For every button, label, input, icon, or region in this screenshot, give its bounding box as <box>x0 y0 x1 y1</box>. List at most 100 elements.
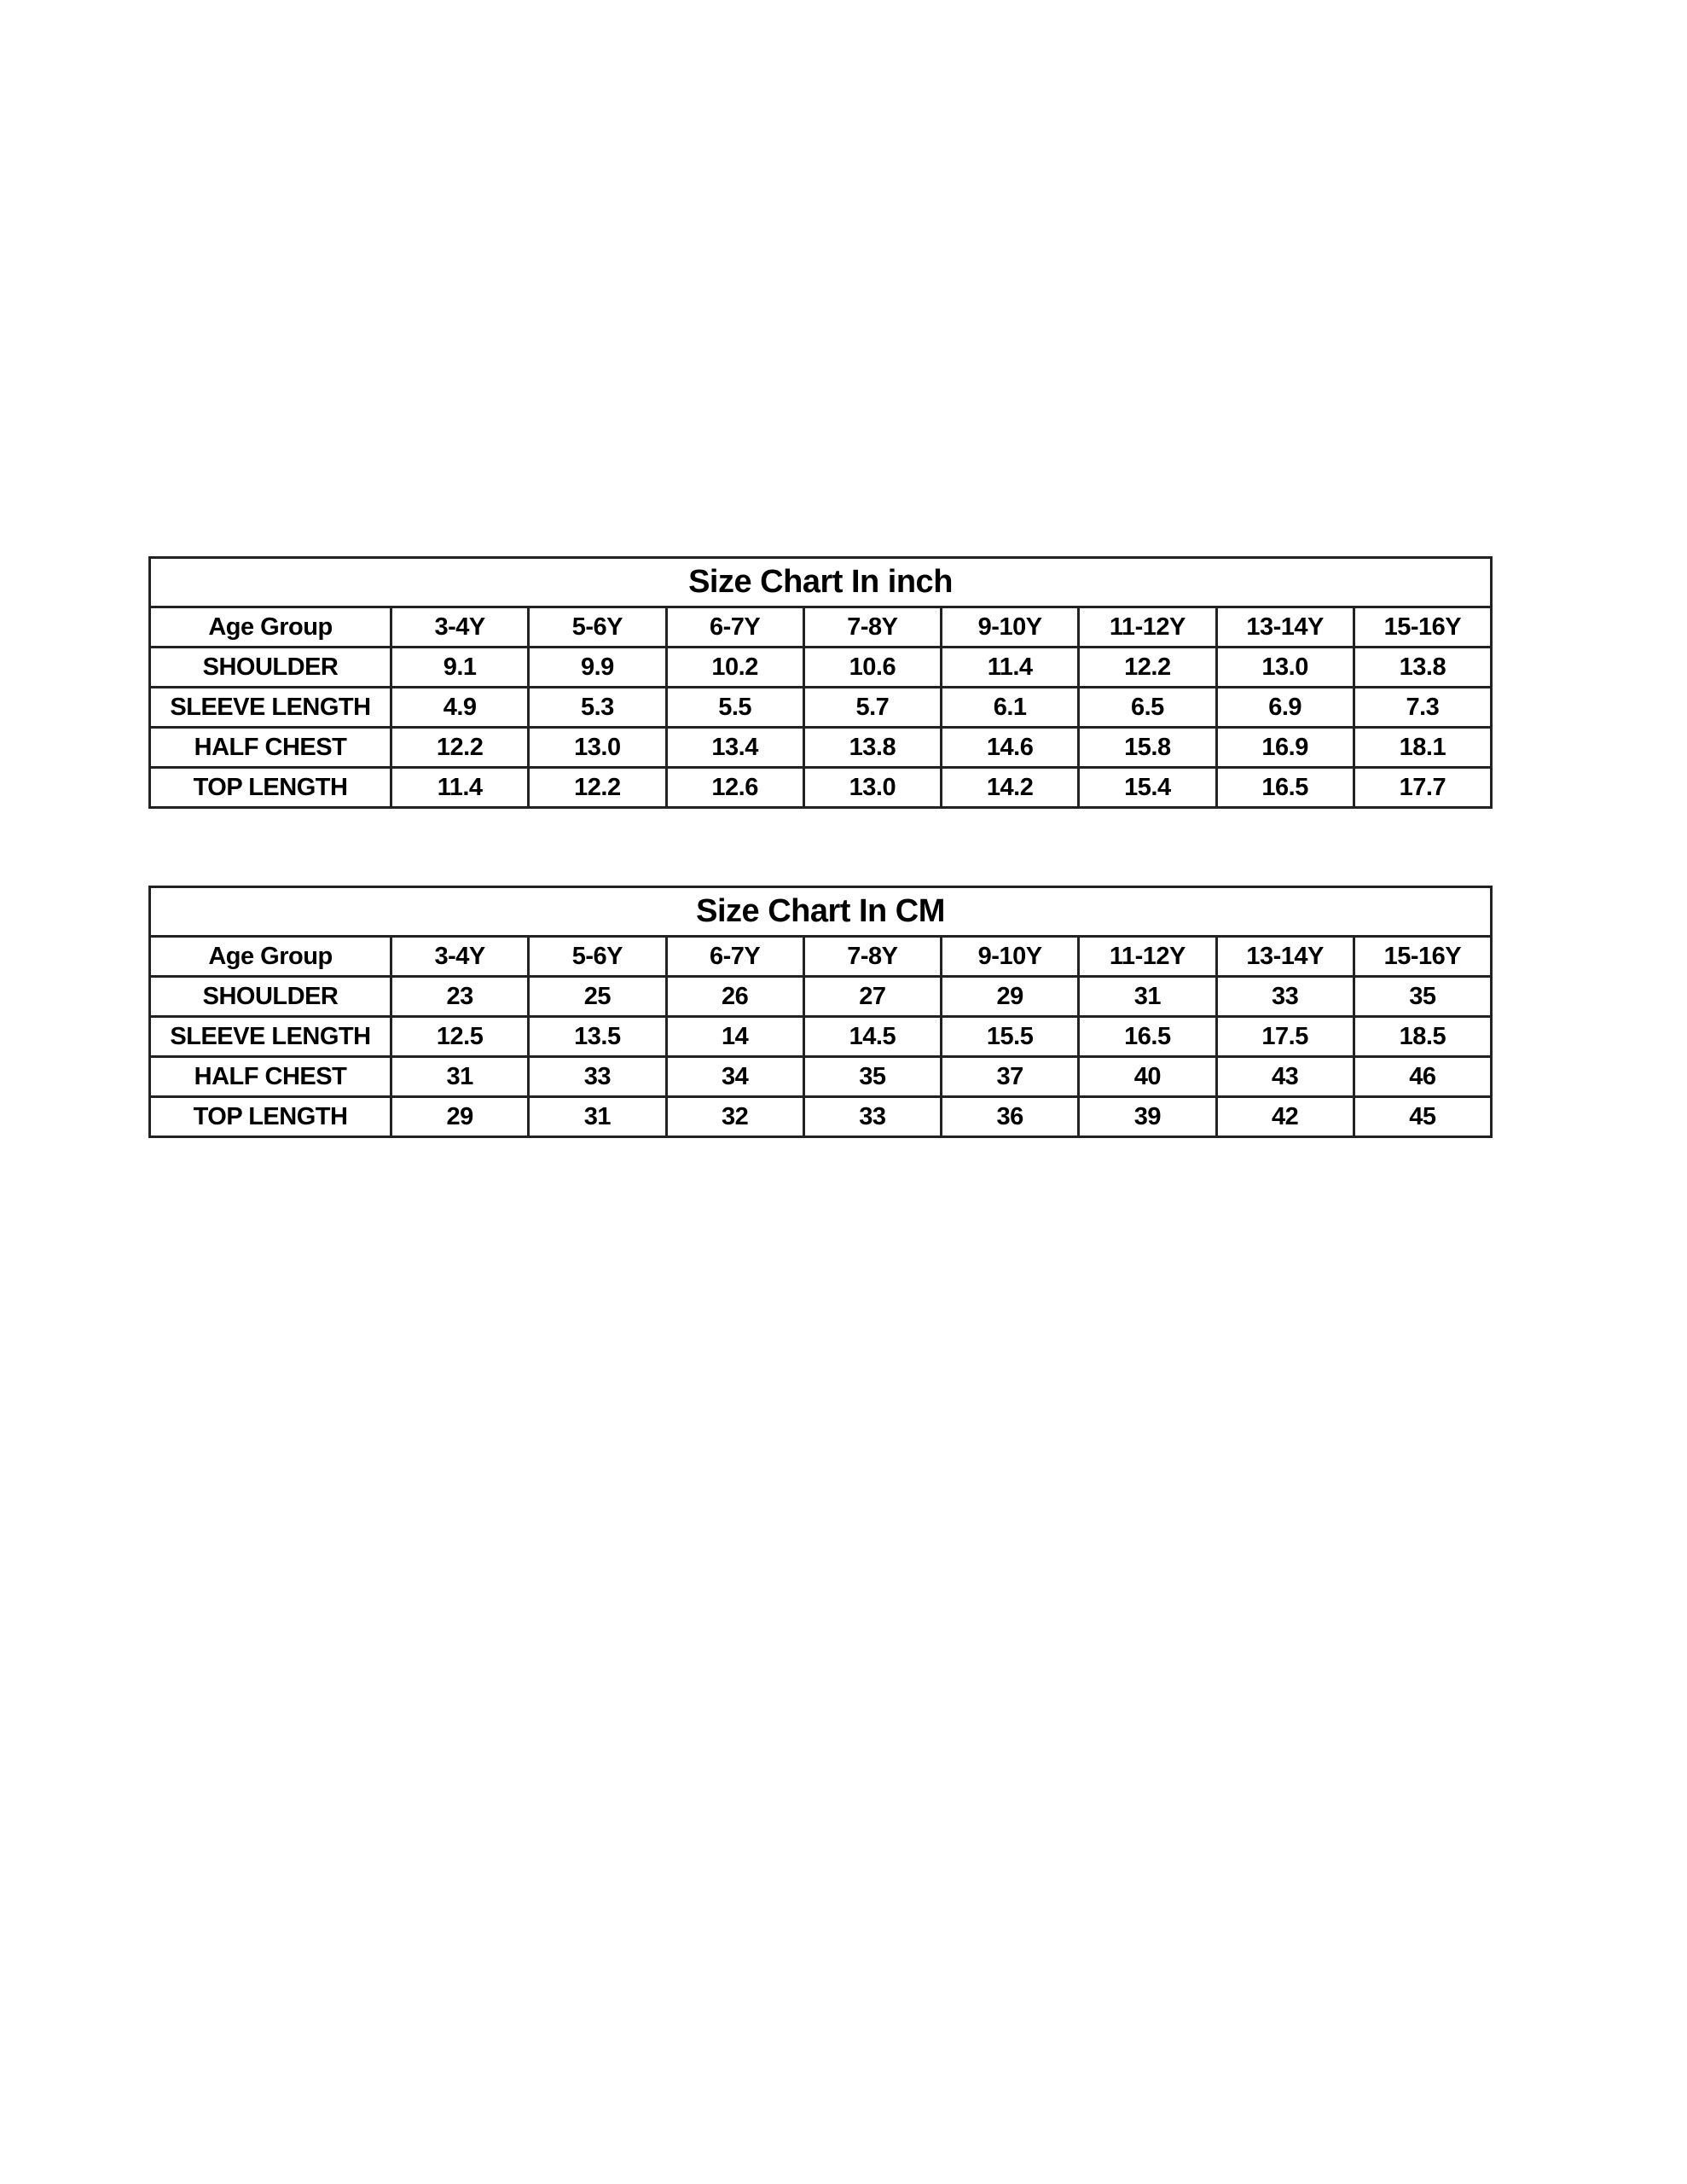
table-cell: 37 <box>939 1055 1081 1098</box>
table-cell: 29 <box>389 1095 530 1138</box>
table-cell: 13.8 <box>1352 646 1493 688</box>
row-label: SLEEVE LENGTH <box>148 686 392 729</box>
row-label-header: Age Group <box>148 606 392 648</box>
column-header: 7-8Y <box>802 606 943 648</box>
table-cell: 6.5 <box>1077 686 1218 729</box>
column-header: 7-8Y <box>802 935 943 978</box>
table-cell: 13.4 <box>664 726 805 769</box>
table-cell: 39 <box>1077 1095 1218 1138</box>
table-cell: 33 <box>802 1095 943 1138</box>
table-row: SLEEVE LENGTH 12.5 13.5 14 14.5 15.5 16.5 17.5 1… <box>148 1015 1493 1058</box>
table-title: Size Chart In CM <box>148 886 1493 938</box>
row-label: SHOULDER <box>148 975 392 1018</box>
table-cell: 14.5 <box>802 1015 943 1058</box>
table-cell: 29 <box>939 975 1081 1018</box>
table-cell: 31 <box>527 1095 668 1138</box>
table-cell: 11.4 <box>389 766 530 809</box>
column-header: 9-10Y <box>939 935 1081 978</box>
table-cell: 15.5 <box>939 1015 1081 1058</box>
column-header: 15-16Y <box>1352 606 1493 648</box>
table-cell: 25 <box>527 975 668 1018</box>
table-cell: 4.9 <box>389 686 530 729</box>
table-row: TOP LENGTH 11.4 12.2 12.6 13.0 14.2 15.4 16.5 17… <box>148 766 1493 809</box>
column-header: 15-16Y <box>1352 935 1493 978</box>
table-row: TOP LENGTH 29 31 32 33 36 39 42 45 <box>148 1095 1493 1138</box>
table-cell: 13.0 <box>527 726 668 769</box>
table-cell: 9.9 <box>527 646 668 688</box>
column-header: 5-6Y <box>527 606 668 648</box>
header-row: Age Group 3-4Y 5-6Y 6-7Y 7-8Y 9-10Y 11-12Y 13-1… <box>148 606 1493 648</box>
table-cell: 12.2 <box>389 726 530 769</box>
table-cell: 32 <box>664 1095 805 1138</box>
column-header: 9-10Y <box>939 606 1081 648</box>
row-label: TOP LENGTH <box>148 766 392 809</box>
row-label-header: Age Group <box>148 935 392 978</box>
table-cell: 33 <box>1215 975 1355 1018</box>
table-cell: 31 <box>389 1055 530 1098</box>
table-cell: 9.1 <box>389 646 530 688</box>
table-cell: 12.5 <box>389 1015 530 1058</box>
size-chart-cm-table: Size Chart In CM Age Group 3-4Y 5-6Y 6-7Y 7-8… <box>148 886 1493 1138</box>
table-cell: 12.2 <box>527 766 668 809</box>
column-header: 3-4Y <box>389 935 530 978</box>
table-row: HALF CHEST 12.2 13.0 13.4 13.8 14.6 15.8 16.9 18… <box>148 726 1493 769</box>
column-header: 13-14Y <box>1215 606 1355 648</box>
table-cell: 13.5 <box>527 1015 668 1058</box>
column-header: 6-7Y <box>664 606 805 648</box>
table-cell: 40 <box>1077 1055 1218 1098</box>
table-cell: 42 <box>1215 1095 1355 1138</box>
table-row: SHOULDER 9.1 9.9 10.2 10.6 11.4 12.2 13.0 13.8 <box>148 646 1493 688</box>
table-row: SHOULDER 23 25 26 27 29 31 33 35 <box>148 975 1493 1018</box>
table-cell: 33 <box>527 1055 668 1098</box>
table-cell: 23 <box>389 975 530 1018</box>
table-cell: 14.2 <box>939 766 1081 809</box>
column-header: 5-6Y <box>527 935 668 978</box>
table-cell: 17.5 <box>1215 1015 1355 1058</box>
table-cell: 5.7 <box>802 686 943 729</box>
table-cell: 14.6 <box>939 726 1081 769</box>
row-label: HALF CHEST <box>148 1055 392 1098</box>
table-cell: 6.9 <box>1215 686 1355 729</box>
column-header: 11-12Y <box>1077 935 1218 978</box>
table-cell: 18.5 <box>1352 1015 1493 1058</box>
table-cell: 31 <box>1077 975 1218 1018</box>
table-cell: 16.5 <box>1215 766 1355 809</box>
table-cell: 13.0 <box>802 766 943 809</box>
header-row: Age Group 3-4Y 5-6Y 6-7Y 7-8Y 9-10Y 11-12Y 13-1… <box>148 935 1493 978</box>
size-chart-inch-table: Size Chart In inch Age Group 3-4Y 5-6Y 6-7Y 7… <box>148 556 1493 809</box>
table-cell: 6.1 <box>939 686 1081 729</box>
table-cell: 10.6 <box>802 646 943 688</box>
column-header: 6-7Y <box>664 935 805 978</box>
table-cell: 34 <box>664 1055 805 1098</box>
table-cell: 5.5 <box>664 686 805 729</box>
table-cell: 26 <box>664 975 805 1018</box>
row-label: TOP LENGTH <box>148 1095 392 1138</box>
table-cell: 13.8 <box>802 726 943 769</box>
table-cell: 15.4 <box>1077 766 1218 809</box>
table-cell: 12.2 <box>1077 646 1218 688</box>
table-row: HALF CHEST 31 33 34 35 37 40 43 46 <box>148 1055 1493 1098</box>
table-cell: 17.7 <box>1352 766 1493 809</box>
table-cell: 14 <box>664 1015 805 1058</box>
table-cell: 16.9 <box>1215 726 1355 769</box>
table-cell: 35 <box>802 1055 943 1098</box>
column-header: 11-12Y <box>1077 606 1218 648</box>
row-label: SLEEVE LENGTH <box>148 1015 392 1058</box>
table-cell: 7.3 <box>1352 686 1493 729</box>
table-cell: 15.8 <box>1077 726 1218 769</box>
table-cell: 43 <box>1215 1055 1355 1098</box>
table-cell: 13.0 <box>1215 646 1355 688</box>
table-cell: 27 <box>802 975 943 1018</box>
column-header: 13-14Y <box>1215 935 1355 978</box>
table-cell: 35 <box>1352 975 1493 1018</box>
table-cell: 36 <box>939 1095 1081 1138</box>
table-cell: 11.4 <box>939 646 1081 688</box>
table-cell: 12.6 <box>664 766 805 809</box>
row-label: SHOULDER <box>148 646 392 688</box>
table-cell: 10.2 <box>664 646 805 688</box>
table-cell: 46 <box>1352 1055 1493 1098</box>
table-cell: 45 <box>1352 1095 1493 1138</box>
table-cell: 16.5 <box>1077 1015 1218 1058</box>
row-label: HALF CHEST <box>148 726 392 769</box>
table-title: Size Chart In inch <box>148 556 1493 608</box>
